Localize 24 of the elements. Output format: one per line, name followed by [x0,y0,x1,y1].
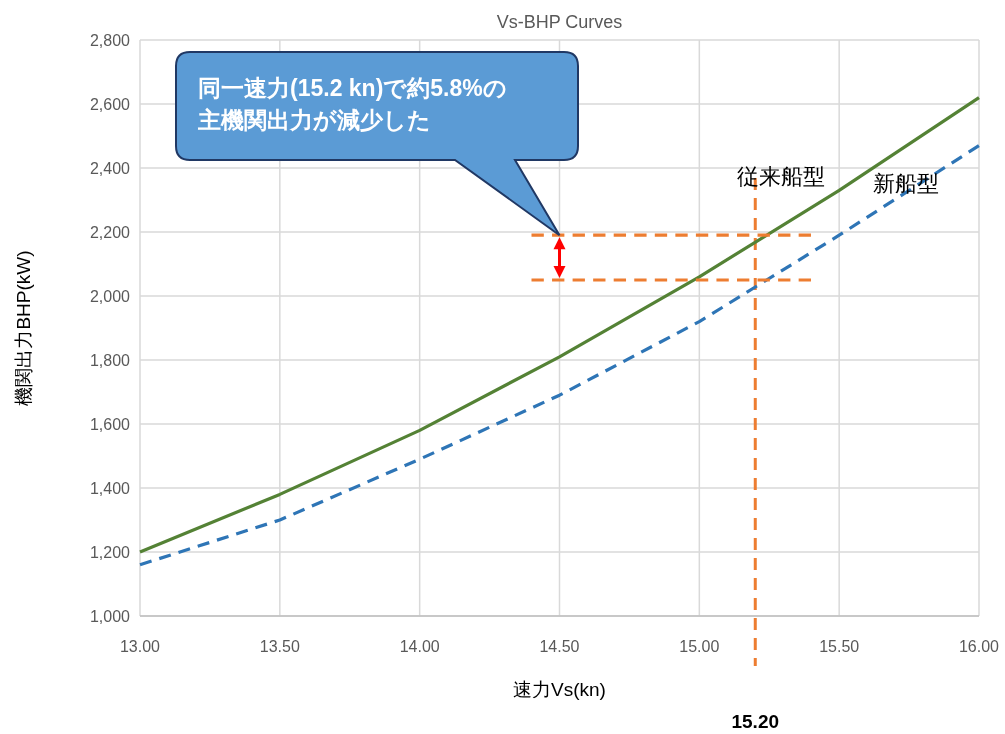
y-tick-label: 2,800 [89,32,131,49]
y-tick-label: 1,600 [89,416,131,433]
y-tick-label: 2,200 [89,224,131,241]
annotation: 同一速力(15.2 kn)で約5.8%の主機関出力が減少した [197,75,507,133]
y-tick-label: 2,000 [89,288,131,305]
chart-title: Vs-BHP Curves [496,12,623,32]
series-label: 新船型 [873,171,940,197]
y-tick-label: 1,800 [89,352,131,369]
x-tick-label: 16.00 [958,638,1000,655]
x-tick-label: 14.50 [539,638,580,655]
x-tick-label: 14.00 [399,638,440,655]
x-tick-label: 13.00 [119,638,161,655]
y-axis-title: 機関出力BHP(kW) [13,250,34,406]
x-tick-label: 15.00 [679,638,720,655]
x-tick-label: 15.50 [819,638,860,655]
x-axis-title: 速力Vs(kn) [513,679,606,700]
y-tick-label: 2,600 [89,96,131,113]
y-tick-label: 1,000 [89,608,131,625]
y-tick-label: 1,400 [89,480,131,497]
y-tick-label: 1,200 [89,544,131,561]
x-tick-label: 13.50 [259,638,300,655]
ref-line-label: 15.20 [731,711,780,732]
series-label: 従来船型 [737,164,826,190]
y-tick-label: 2,400 [89,160,131,177]
